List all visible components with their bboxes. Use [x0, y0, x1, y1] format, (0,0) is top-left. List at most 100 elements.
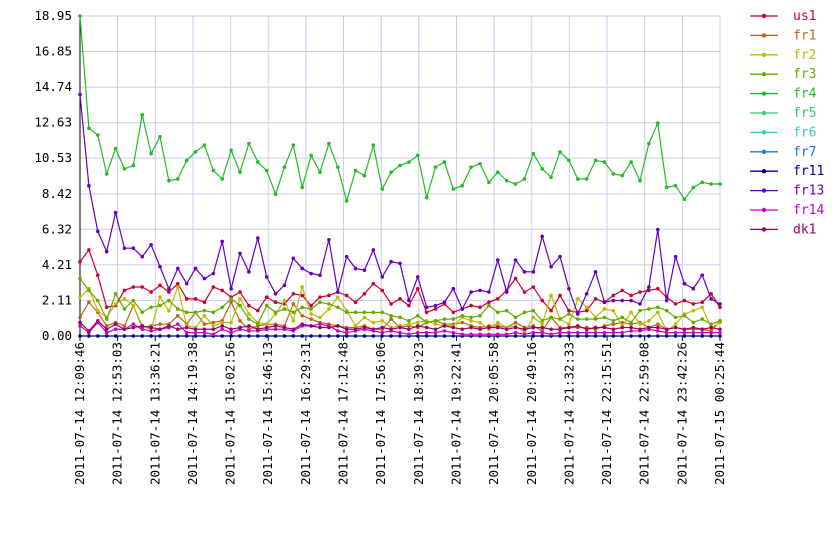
data-point — [131, 325, 136, 330]
data-point — [202, 308, 207, 313]
data-point — [202, 330, 207, 335]
data-point — [318, 334, 322, 338]
data-point — [158, 283, 162, 288]
data-point — [193, 330, 198, 335]
data-point — [540, 330, 545, 335]
data-point — [122, 246, 127, 250]
data-point — [407, 160, 411, 164]
data-point — [175, 285, 180, 289]
data-point — [122, 324, 127, 328]
data-point — [584, 308, 589, 313]
data-point — [158, 134, 162, 139]
data-point — [682, 197, 687, 202]
data-point — [353, 266, 358, 271]
data-point — [451, 187, 456, 191]
data-point — [593, 330, 598, 335]
data-point — [647, 285, 651, 289]
data-point — [229, 334, 233, 338]
legend-swatch-marker — [761, 13, 767, 19]
data-point — [460, 183, 465, 188]
data-point — [673, 183, 678, 188]
data-point — [193, 334, 198, 338]
data-point — [398, 163, 402, 168]
data-point — [398, 330, 402, 335]
data-point — [495, 170, 500, 174]
data-point — [362, 325, 367, 330]
data-point — [362, 310, 367, 315]
data-point — [309, 324, 313, 328]
data-point — [531, 285, 536, 289]
data-point — [300, 285, 305, 289]
data-point — [273, 310, 278, 315]
data-point — [718, 334, 722, 338]
data-point — [398, 297, 402, 301]
data-point — [95, 229, 100, 234]
data-point — [407, 327, 411, 332]
data-point — [638, 322, 642, 326]
data-point — [362, 334, 367, 338]
data-point — [95, 133, 100, 137]
data-point — [104, 249, 109, 254]
data-point — [158, 264, 162, 269]
data-point — [335, 324, 340, 328]
data-point — [673, 325, 678, 330]
data-point — [344, 310, 349, 315]
x-tick-label: 2011-07-14 22:15:51 — [599, 342, 614, 485]
data-point — [229, 327, 233, 332]
data-point — [567, 308, 571, 313]
data-point — [309, 303, 313, 308]
legend-label: fr14 — [793, 203, 824, 218]
data-point — [380, 325, 385, 330]
data-point — [389, 334, 393, 338]
data-point — [131, 298, 136, 303]
x-tick-label: 2011-07-14 16:29:31 — [298, 342, 313, 485]
data-point — [247, 324, 251, 328]
data-point — [229, 286, 233, 291]
data-point — [682, 281, 687, 286]
data-point — [211, 324, 216, 328]
data-point — [522, 290, 527, 294]
data-point — [389, 170, 393, 174]
data-point — [220, 324, 225, 328]
data-point — [202, 334, 207, 338]
data-point — [238, 319, 242, 323]
data-point — [211, 271, 216, 276]
data-point — [211, 320, 216, 325]
data-point — [558, 150, 562, 154]
data-point — [709, 325, 713, 330]
data-point — [380, 319, 385, 323]
data-point — [495, 310, 500, 315]
data-point — [282, 283, 287, 288]
data-point — [495, 258, 500, 262]
data-point — [202, 313, 207, 318]
data-point — [709, 322, 713, 326]
data-point — [193, 327, 198, 332]
data-point — [540, 319, 545, 323]
data-point — [193, 310, 198, 315]
legend-swatch-marker — [761, 52, 767, 57]
data-point — [184, 281, 189, 286]
data-point — [122, 307, 127, 311]
data-point — [327, 237, 331, 242]
data-point — [469, 303, 473, 308]
x-tick-labels: 2011-07-14 12:09:46 2011-07-14 12:53:03 20… — [72, 342, 727, 485]
data-point — [122, 167, 127, 171]
data-point — [691, 286, 696, 291]
data-point — [629, 160, 633, 164]
data-point — [415, 320, 420, 325]
data-point — [442, 329, 447, 333]
data-point — [264, 322, 269, 326]
data-point — [87, 288, 91, 293]
data-point — [220, 327, 225, 332]
data-point — [575, 177, 580, 181]
data-point — [344, 254, 349, 259]
data-point — [718, 319, 722, 323]
data-point — [291, 319, 296, 323]
y-tick-label: 14.74 — [34, 79, 72, 94]
legend-entry-dk1: dk1 — [750, 222, 816, 237]
data-point — [700, 330, 705, 335]
data-point — [95, 308, 100, 313]
data-point — [673, 334, 678, 338]
data-point — [451, 286, 456, 291]
legend-swatch-marker — [761, 72, 767, 77]
